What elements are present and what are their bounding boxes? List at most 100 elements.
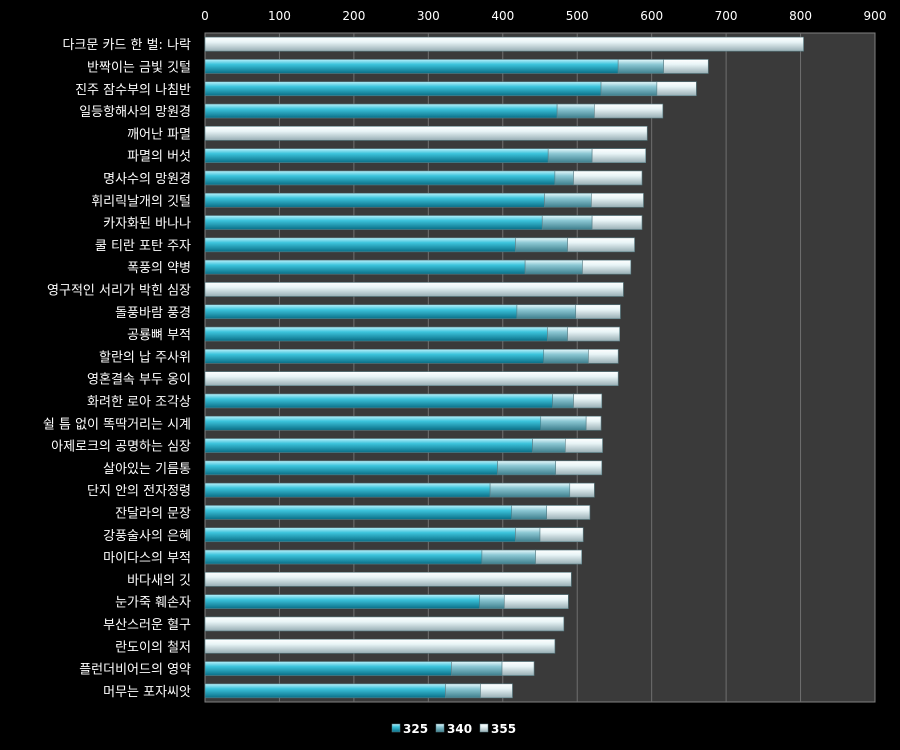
bar-3-series-340 bbox=[556, 103, 595, 119]
bar-9-series-340 bbox=[515, 237, 568, 253]
category-label-9: 쿨 티란 포탄 주자 bbox=[95, 239, 191, 254]
grid-lines bbox=[278, 33, 802, 702]
bar-19-series-355 bbox=[555, 460, 603, 476]
x-tick-label-0: 0 bbox=[201, 9, 209, 23]
bar-14-series-340 bbox=[543, 349, 589, 364]
bar-14-series-325 bbox=[204, 349, 545, 364]
bar-9-series-325 bbox=[204, 237, 516, 253]
bar-17-series-340 bbox=[540, 415, 587, 431]
bar-12-series-340 bbox=[516, 304, 577, 320]
x-tick-label-2: 200 bbox=[342, 9, 365, 23]
bar-10-series-340 bbox=[524, 259, 583, 275]
category-label-23: 마이다스의 부적 bbox=[103, 551, 191, 566]
bar-12-series-325 bbox=[204, 304, 518, 320]
legend: 325 340 355 bbox=[391, 722, 516, 736]
category-label-2: 진주 잠수부의 나침반 bbox=[75, 83, 191, 98]
bar-16-series-355 bbox=[573, 393, 603, 409]
bar-1-series-325 bbox=[204, 59, 619, 74]
bar-12-series-355 bbox=[575, 304, 621, 320]
bar-1-series-355 bbox=[663, 59, 709, 74]
plot-area bbox=[204, 32, 876, 703]
bar-21-series-325 bbox=[204, 505, 513, 520]
bar-14-series-355 bbox=[588, 349, 619, 364]
category-label-8: 카자화된 바나나 bbox=[103, 217, 191, 232]
bar-22-series-355 bbox=[539, 527, 584, 543]
bar-1-series-340 bbox=[617, 59, 664, 74]
bar-20-series-355 bbox=[569, 482, 595, 498]
bar-13-series-325 bbox=[204, 326, 548, 342]
x-tick-label-9: 900 bbox=[864, 9, 887, 23]
x-tick-label-7: 700 bbox=[715, 9, 738, 23]
category-label-15: 영혼결속 부두 옹이 bbox=[87, 373, 191, 388]
bar-24-series-355 bbox=[204, 572, 572, 587]
category-label-26: 부산스러운 혈구 bbox=[103, 618, 191, 633]
category-label-22: 강풍술사의 은혜 bbox=[103, 529, 191, 544]
bar-5-series-340 bbox=[547, 148, 593, 163]
legend-swatch-325 bbox=[391, 723, 401, 733]
bar-3-series-325 bbox=[204, 103, 558, 119]
bar-21-series-355 bbox=[546, 505, 591, 520]
category-label-13: 공룡뼈 부적 bbox=[127, 328, 191, 343]
category-label-14: 할란의 납 주사위 bbox=[99, 350, 191, 365]
bar-22-series-340 bbox=[515, 527, 541, 543]
bar-2-series-325 bbox=[204, 81, 602, 97]
category-label-21: 잔달라의 문장 bbox=[115, 506, 191, 521]
legend-swatch-340 bbox=[435, 723, 445, 733]
category-label-18: 아제로크의 공명하는 심장 bbox=[51, 440, 191, 455]
x-tick-label-3: 300 bbox=[417, 9, 440, 23]
x-tick-label-1: 100 bbox=[268, 9, 291, 23]
legend-label-340: 340 bbox=[447, 722, 472, 736]
category-label-24: 바다새의 깃 bbox=[127, 573, 191, 588]
bar-3-series-355 bbox=[594, 103, 664, 119]
bar-2-series-355 bbox=[656, 81, 697, 97]
bar-6-series-325 bbox=[204, 170, 556, 186]
bar-15-series-355 bbox=[204, 371, 619, 386]
legend-label-325: 325 bbox=[403, 722, 428, 736]
category-label-7: 휘리릭날개의 깃털 bbox=[91, 194, 191, 209]
x-axis-ticks: 0 100 200 300 400 500 600 700 800 900 bbox=[201, 9, 886, 23]
bar-25-series-340 bbox=[479, 594, 505, 609]
bar-8-series-340 bbox=[541, 215, 593, 230]
category-label-19: 살아있는 기름통 bbox=[103, 462, 191, 477]
category-label-17: 쉴 틈 없이 똑딱거리는 시계 bbox=[43, 417, 191, 432]
category-label-25: 눈가죽 훼손자 bbox=[115, 596, 191, 611]
bar-19-series-325 bbox=[204, 460, 498, 476]
bar-20-series-325 bbox=[204, 482, 491, 498]
x-tick-label-8: 800 bbox=[789, 9, 812, 23]
bar-29-series-340 bbox=[445, 683, 481, 699]
bar-2-series-340 bbox=[600, 81, 658, 97]
bar-18-series-355 bbox=[565, 438, 603, 453]
bar-5-series-355 bbox=[591, 148, 647, 163]
bar-25-series-355 bbox=[503, 594, 569, 609]
bar-0-series-355 bbox=[204, 36, 804, 52]
bar-28-series-355 bbox=[501, 661, 535, 676]
category-label-16: 화려한 로아 조각상 bbox=[87, 395, 191, 410]
legend-swatch-355 bbox=[479, 723, 489, 733]
bar-28-series-340 bbox=[451, 661, 503, 676]
bar-28-series-325 bbox=[204, 661, 452, 676]
bar-17-series-355 bbox=[585, 415, 602, 431]
bar-13-series-355 bbox=[567, 326, 620, 342]
bar-10-series-355 bbox=[582, 259, 632, 275]
bar-20-series-340 bbox=[489, 482, 571, 498]
category-label-5: 파멸의 버섯 bbox=[127, 150, 191, 165]
bar-23-series-325 bbox=[204, 549, 483, 565]
bar-8-series-355 bbox=[591, 215, 643, 230]
category-label-1: 반짝이는 금빛 깃털 bbox=[87, 60, 191, 75]
legend-label-355: 355 bbox=[491, 722, 516, 736]
bar-5-series-325 bbox=[204, 148, 549, 163]
bar-18-series-325 bbox=[204, 438, 533, 453]
category-label-0: 다크문 카드 한 벌: 나락 bbox=[62, 38, 191, 53]
category-label-6: 명사수의 망원경 bbox=[103, 172, 191, 187]
bar-23-series-340 bbox=[481, 549, 536, 565]
bar-7-series-340 bbox=[544, 192, 592, 208]
bar-27-series-355 bbox=[204, 638, 556, 654]
bar-6-series-355 bbox=[573, 170, 643, 186]
category-label-11: 영구적인 서리가 박힌 심장 bbox=[47, 283, 191, 298]
category-label-4: 깨어난 파멸 bbox=[127, 127, 191, 142]
bar-23-series-355 bbox=[535, 549, 582, 565]
bar-16-series-340 bbox=[552, 393, 574, 409]
bars bbox=[204, 36, 804, 699]
